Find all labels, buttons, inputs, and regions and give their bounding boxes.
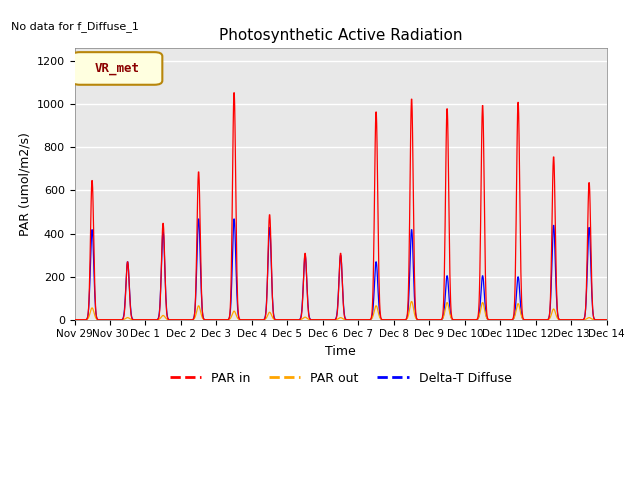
Text: VR_met: VR_met bbox=[95, 62, 140, 75]
FancyBboxPatch shape bbox=[72, 52, 163, 85]
Title: Photosynthetic Active Radiation: Photosynthetic Active Radiation bbox=[219, 28, 462, 43]
Y-axis label: PAR (umol/m2/s): PAR (umol/m2/s) bbox=[18, 132, 31, 236]
X-axis label: Time: Time bbox=[325, 345, 356, 358]
Legend: PAR in, PAR out, Delta-T Diffuse: PAR in, PAR out, Delta-T Diffuse bbox=[164, 367, 516, 390]
Text: No data for f_Diffuse_1: No data for f_Diffuse_1 bbox=[11, 21, 138, 32]
